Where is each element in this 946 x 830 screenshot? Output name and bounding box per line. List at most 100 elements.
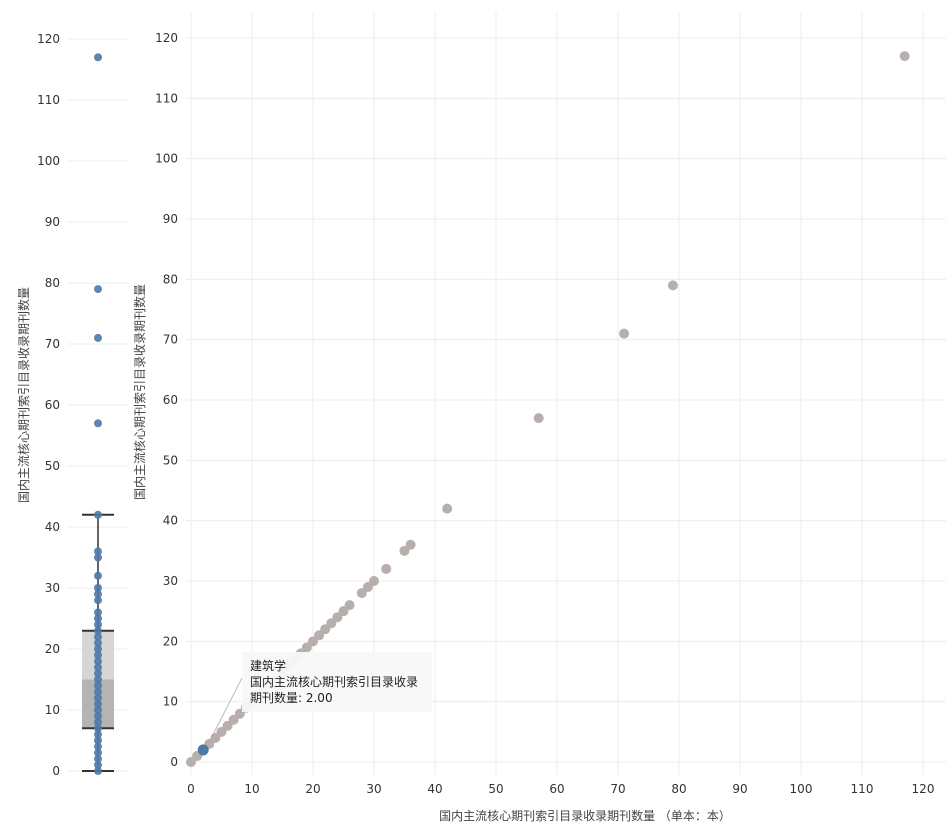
scatter-y-tick-label: 110 — [155, 91, 178, 105]
boxplot-y-tick-label: 20 — [45, 642, 60, 656]
boxplot-point — [94, 712, 102, 721]
boxplot-y-tick-label: 60 — [45, 398, 60, 412]
tooltip-title: 建筑学 — [250, 659, 287, 673]
scatter-y-tick-label: 120 — [155, 31, 178, 45]
boxplot-y-tick-label: 10 — [45, 703, 60, 717]
scatter-point — [442, 503, 453, 514]
scatter-y-tick-label: 80 — [163, 272, 178, 286]
boxplot-point — [94, 285, 102, 294]
scatter-x-tick-label: 70 — [610, 782, 625, 796]
boxplot-point — [94, 681, 102, 690]
scatter-point — [399, 545, 410, 556]
boxplot-point — [94, 663, 102, 672]
scatter-y-tick-label: 90 — [163, 212, 178, 226]
scatter-point — [405, 539, 416, 550]
boxplot-point — [94, 718, 102, 727]
scatter-point — [186, 757, 196, 767]
scatter-point — [332, 612, 343, 623]
boxplot-y-tick-label: 0 — [52, 764, 60, 778]
scatter-x-tick-label: 20 — [305, 782, 320, 796]
scatter-y-tick-label: 100 — [155, 152, 178, 166]
tooltip: 建筑学 国内主流核心期刊索引目录收录 期刊数量: 2.00 — [242, 652, 432, 712]
boxplot-point — [94, 760, 102, 769]
scatter-point — [314, 630, 325, 641]
scatter-x-tick-label: 60 — [549, 782, 564, 796]
boxplot-point — [94, 687, 102, 696]
boxplot-point — [94, 669, 102, 678]
scatter-point — [381, 563, 392, 574]
boxplot-point — [94, 657, 102, 666]
scatter-x-tick-label: 10 — [244, 782, 259, 796]
boxplot-point — [94, 608, 102, 617]
scatter-y-tick-label: 60 — [163, 393, 178, 407]
scatter-point — [222, 720, 233, 731]
boxplot-point — [94, 767, 102, 775]
boxplot-y-tick-label: 90 — [45, 215, 60, 229]
scatter-y-tick-label: 40 — [163, 514, 178, 528]
scatter-point — [344, 600, 355, 611]
scatter-y-tick-label: 70 — [163, 333, 178, 347]
scatter-x-tick-label: 120 — [912, 782, 935, 796]
boxplot-point — [94, 675, 102, 684]
scatter-point — [899, 51, 910, 62]
boxplot-y-tick-label: 30 — [45, 581, 60, 595]
scatter-point — [301, 642, 312, 653]
boxplot-point — [94, 620, 102, 629]
tooltip-line-1: 国内主流核心期刊索引目录收录 — [250, 675, 419, 689]
boxplot-point — [94, 748, 102, 757]
boxplot-point — [94, 553, 102, 562]
boxplot-point — [94, 333, 102, 342]
scatter-x-tick-labels: 0 10 20 30 40 50 60 70 80 90 100 110 120 — [187, 782, 934, 796]
scatter-highlighted-point — [197, 744, 209, 756]
boxplot-point — [94, 419, 102, 428]
scatter-point — [362, 582, 373, 593]
scatter-point — [533, 413, 544, 424]
scatter-x-tick-label: 100 — [790, 782, 813, 796]
scatter-y-tick-label: 50 — [163, 453, 178, 467]
scatter-x-tick-label: 40 — [427, 782, 442, 796]
boxplot-point — [94, 53, 102, 62]
boxplot-point — [94, 693, 102, 702]
boxplot-point — [94, 571, 102, 580]
boxplot-point — [94, 614, 102, 623]
boxplot-point — [94, 632, 102, 641]
scatter-x-axis-title: 国内主流核心期刊索引目录收录期刊数量 （单本：本） — [439, 808, 731, 823]
scatter-x-tick-label: 110 — [851, 782, 874, 796]
boxplot-point — [94, 626, 102, 635]
scatter-y-tick-label: 30 — [163, 574, 178, 588]
boxplot-y-tick-label: 50 — [45, 459, 60, 473]
scatter-point — [326, 618, 337, 629]
scatter-point — [369, 576, 379, 586]
scatter-point — [228, 714, 239, 725]
scatter-y-axis-title: 国内主流核心期刊索引目录收录期刊数量 — [132, 284, 147, 500]
scatter-x-tick-label: 90 — [732, 782, 747, 796]
boxplot-point — [94, 590, 102, 599]
boxplot-point — [94, 724, 102, 733]
scatter-x-tick-label: 80 — [671, 782, 686, 796]
boxplot-y-tick-label: 80 — [45, 276, 60, 290]
scatter-point — [216, 726, 227, 737]
scatter-point — [210, 732, 221, 743]
boxplot-point — [94, 547, 102, 556]
scatter-point — [338, 606, 349, 617]
scatter-y-tick-label: 20 — [163, 634, 178, 648]
boxplot-y-tick-label: 100 — [37, 154, 60, 168]
boxplot-point — [94, 754, 102, 763]
boxplot-point — [94, 706, 102, 714]
boxplot-y-tick-label: 40 — [45, 520, 60, 534]
boxplot-y-tick-label: 70 — [45, 337, 60, 351]
boxplot-point — [94, 651, 102, 660]
scatter-point — [619, 328, 630, 339]
scatter-point — [308, 636, 318, 647]
scatter-y-tick-label: 0 — [170, 755, 178, 769]
scatter-x-tick-label: 30 — [366, 782, 381, 796]
boxplot-point — [94, 638, 102, 647]
boxplot-point — [94, 730, 102, 739]
scatter-y-tick-label: 10 — [163, 695, 178, 709]
boxplot-points — [94, 53, 102, 775]
scatter-point — [667, 280, 678, 291]
boxplot-point — [94, 645, 102, 653]
scatter-x-tick-label: 50 — [488, 782, 503, 796]
boxplot-point — [94, 510, 102, 519]
